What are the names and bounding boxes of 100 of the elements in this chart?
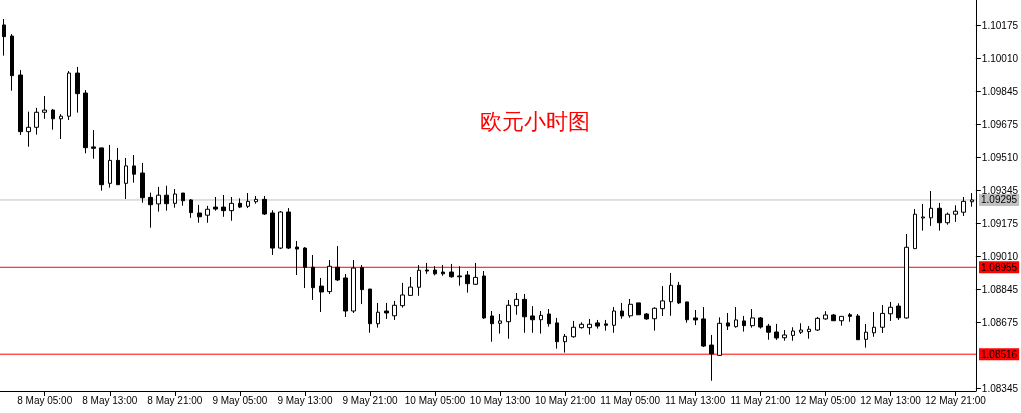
y-tick-label: 1.08675 xyxy=(981,317,1019,329)
candlestick xyxy=(425,262,429,275)
candlestick xyxy=(961,196,966,217)
candlestick xyxy=(498,313,502,335)
candlestick xyxy=(587,318,592,336)
y-tick-label: 1.09845 xyxy=(981,85,1019,97)
candlestick xyxy=(547,308,551,328)
x-tick-label: 11 May 21:00 xyxy=(730,394,791,406)
candlestick xyxy=(539,310,543,335)
candlestick xyxy=(319,277,324,313)
text: 欧元小时图 xyxy=(480,108,590,134)
x-tick-label: 11 May 05:00 xyxy=(600,394,661,406)
x-tick-label: 8 May 21:00 xyxy=(147,394,203,406)
ref-line-label: 1.08955 xyxy=(981,261,1018,273)
candlestick xyxy=(766,323,771,341)
candlestick xyxy=(116,147,120,186)
x-tick-label: 10 May 21:00 xyxy=(534,394,596,406)
candlestick xyxy=(392,300,397,321)
y-tick-label: 1.10175 xyxy=(981,20,1019,32)
y-tick-label: 1.10010 xyxy=(981,52,1019,64)
candlestick xyxy=(522,293,527,334)
candlestick xyxy=(189,198,193,219)
candlestick xyxy=(181,192,185,207)
candlestick xyxy=(701,306,706,348)
candlestick xyxy=(904,233,909,320)
candlestick xyxy=(815,316,820,332)
candlestick xyxy=(856,313,860,341)
candlestick xyxy=(791,326,795,342)
candlestick xyxy=(872,311,876,338)
candlestick xyxy=(2,18,6,57)
candlestick xyxy=(457,265,462,287)
candlestick xyxy=(799,322,803,335)
candlestick xyxy=(400,282,405,309)
candlestick xyxy=(628,298,633,319)
candlestick xyxy=(685,301,689,324)
x-tick-label: 10 May 13:00 xyxy=(469,394,531,406)
candlestick xyxy=(823,310,828,321)
candlestick xyxy=(99,147,104,192)
candlestick xyxy=(164,185,169,212)
candlestick xyxy=(660,285,665,317)
candlestick xyxy=(506,299,511,340)
y-tick-label: 1.09510 xyxy=(981,151,1019,163)
candlestick xyxy=(563,333,567,354)
candlestick xyxy=(67,70,71,121)
candlestick xyxy=(449,263,454,279)
y-tick-label: 1.09010 xyxy=(981,250,1019,262)
candlestick xyxy=(742,315,746,333)
candlestick xyxy=(59,113,63,140)
candlestick xyxy=(368,288,372,334)
candlestick xyxy=(75,66,80,114)
candlestick xyxy=(221,194,226,218)
candlestick xyxy=(295,240,299,276)
candlestick xyxy=(848,312,852,323)
candlestick xyxy=(335,245,340,282)
candlestick xyxy=(108,144,112,189)
candlestick xyxy=(384,302,389,320)
candlestick xyxy=(555,317,559,350)
candlestick xyxy=(709,334,714,382)
candlestick xyxy=(888,301,893,322)
candlestick xyxy=(782,329,787,342)
candlestick xyxy=(343,273,348,318)
candlestick xyxy=(376,302,380,329)
x-tick-label: 9 May 13:00 xyxy=(277,394,333,406)
candlestick xyxy=(514,292,519,316)
candlestick xyxy=(140,162,145,204)
candlestick xyxy=(864,323,868,349)
candlestick xyxy=(124,157,128,200)
candlestick xyxy=(278,210,283,250)
candlestick xyxy=(595,319,600,330)
candlestick xyxy=(262,195,267,216)
candlestick xyxy=(156,186,161,213)
candlestick xyxy=(644,312,649,321)
candlestick xyxy=(750,308,755,329)
candlestick xyxy=(807,325,811,340)
candlestick xyxy=(896,302,901,321)
candlestick xyxy=(612,306,616,334)
candlestick xyxy=(91,129,96,160)
y-tick-label: 1.08845 xyxy=(981,283,1019,295)
x-tick-label: 12 May 21:00 xyxy=(925,394,987,406)
candlestick xyxy=(51,108,55,131)
x-tick-label: 10 May 05:00 xyxy=(404,394,466,406)
candlestick xyxy=(839,315,844,327)
candlestick xyxy=(774,323,779,341)
candlestick xyxy=(286,207,291,250)
candlestick xyxy=(726,312,730,331)
candlestick xyxy=(408,276,413,296)
candlestick xyxy=(970,192,974,208)
candlestick xyxy=(34,107,39,136)
candlestick xyxy=(197,204,202,224)
candlestick xyxy=(473,262,478,286)
x-tick-label: 9 May 05:00 xyxy=(212,394,268,406)
x-tick-label: 11 May 13:00 xyxy=(665,394,726,406)
x-tick-label: 8 May 05:00 xyxy=(17,394,73,406)
candlestick xyxy=(937,202,942,232)
candlestick xyxy=(579,321,584,330)
candlestick xyxy=(441,264,445,277)
candlestick xyxy=(246,192,250,209)
candlestick xyxy=(945,212,950,226)
y-tick-label: 1.09175 xyxy=(981,218,1019,230)
candlestick xyxy=(26,111,31,148)
